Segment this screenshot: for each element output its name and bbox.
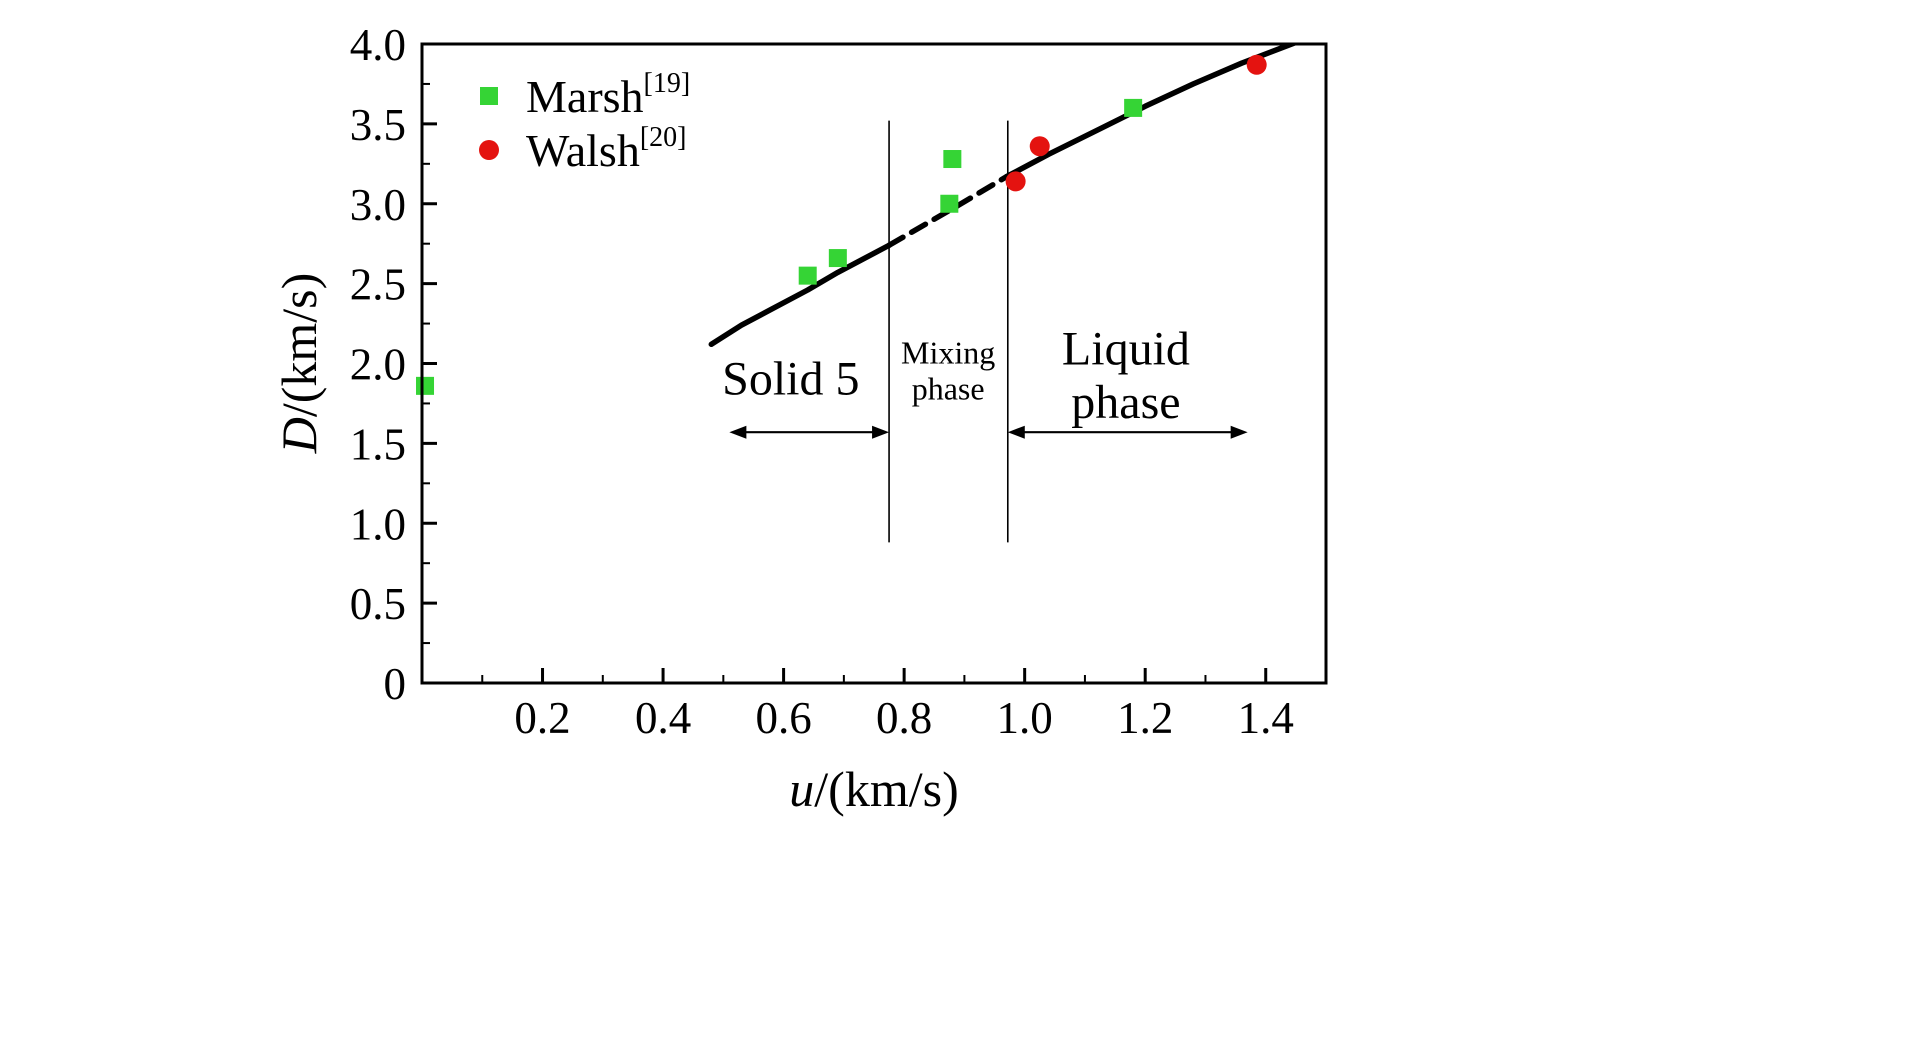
x-tick-label: 1.0 [997, 693, 1053, 743]
x-axis-label-symbol: u [789, 761, 814, 817]
arrowhead-right-icon [872, 425, 890, 439]
x-tick-label: 1.4 [1238, 693, 1294, 743]
x-tick-label: 0.8 [876, 693, 932, 743]
legend-item-marsh: Marsh[19] [480, 68, 690, 122]
region-label-solid-5: Solid 5 [722, 353, 859, 406]
x-tick-label: 1.2 [1117, 693, 1173, 743]
legend-marker-square-icon [480, 87, 498, 105]
data-point-square [798, 266, 817, 285]
region-label-liquid-phase: Liquid phase [1062, 323, 1190, 430]
arrowhead-right-icon [1230, 425, 1248, 439]
x-axis-label: u/(km/s) [789, 761, 958, 817]
x-tick-label: 0.4 [635, 693, 691, 743]
hugoniot-curve-segment-1-solid [708, 242, 892, 348]
y-tick-label: 3.0 [350, 180, 406, 230]
legend-name: Walsh [526, 125, 640, 176]
y-tick-label: 2.5 [350, 260, 406, 310]
y-tick-label: 4.0 [350, 20, 406, 70]
legend-name: Marsh [526, 71, 644, 122]
series-walsh [1005, 54, 1267, 192]
region-extent-arrow-1 [729, 425, 890, 439]
legend-marker-circle-icon [479, 140, 499, 160]
data-point-square [943, 150, 962, 169]
y-tick-label: 0.5 [350, 579, 406, 629]
region-label-line: Mixing [901, 335, 995, 371]
data-point-square [416, 376, 435, 395]
legend-label: Walsh[20] [526, 122, 687, 176]
arrowhead-left-icon [1007, 425, 1025, 439]
legend-ref-superscript: [19] [644, 68, 691, 99]
legend-label: Marsh[19] [526, 68, 690, 122]
y-axis-label-units: /(km/s) [271, 273, 327, 417]
region-label-line: phase [912, 370, 985, 406]
series-marsh [416, 98, 1143, 395]
region-extent-arrow-2 [1007, 425, 1248, 439]
region-label-line: Solid 5 [722, 353, 859, 406]
arrowhead-left-icon [729, 425, 747, 439]
y-axis-label-symbol: D [271, 417, 327, 454]
legend-item-walsh: Walsh[20] [479, 122, 687, 176]
y-tick-label: 3.5 [350, 100, 406, 150]
y-tick-label: 2.0 [350, 340, 406, 390]
region-label-line: Liquid [1062, 323, 1190, 376]
y-tick-label: 1.0 [350, 499, 406, 549]
data-point-square [1124, 98, 1143, 117]
hugoniot-curve-group [708, 44, 1299, 348]
x-axis-label-units: /(km/s) [814, 761, 958, 817]
y-tick-label: 0 [384, 659, 407, 709]
legend-ref-superscript: [20] [640, 122, 687, 153]
region-label-mixing-phase: Mixing phase [901, 335, 995, 407]
y-tick-label: 1.5 [350, 419, 406, 469]
x-tick-label: 0.6 [755, 693, 811, 743]
data-point-circle [1005, 171, 1026, 192]
hugoniot-curve-segment-2-dashed [886, 173, 1010, 249]
data-point-circle [1246, 54, 1267, 75]
data-point-square [940, 194, 959, 213]
data-point-circle [1029, 136, 1050, 157]
y-axis-label: D/(km/s) [271, 273, 327, 455]
region-label-line: phase [1071, 376, 1180, 429]
x-tick-label: 0.2 [514, 693, 570, 743]
hugoniot-curve-segment-3-solid [1003, 44, 1299, 180]
data-point-square [828, 249, 847, 268]
